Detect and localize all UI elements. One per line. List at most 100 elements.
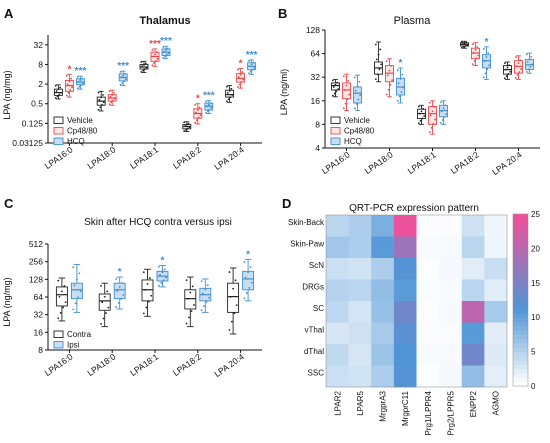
data-point <box>476 46 479 48</box>
heatmap-cell <box>393 290 417 296</box>
heatmap-cell <box>461 360 485 366</box>
data-point <box>234 279 237 282</box>
y-tick-label: 64 <box>34 292 44 302</box>
significance-marker: * <box>118 267 122 278</box>
heatmap-cell <box>393 301 417 307</box>
colorbar-step <box>513 235 528 241</box>
data-point <box>102 101 105 104</box>
colorbar-step <box>513 222 528 228</box>
data-point <box>77 80 80 83</box>
heatmap-cell <box>461 370 485 377</box>
heatmap-cell <box>348 376 372 382</box>
data-point <box>248 59 250 62</box>
legend-swatch <box>330 137 341 145</box>
heatmap-cell <box>371 279 395 286</box>
box-cp48-80 <box>107 89 117 106</box>
legend-swatch <box>53 330 64 338</box>
heatmap-cell <box>484 354 508 361</box>
data-point <box>503 77 506 80</box>
data-point <box>56 95 59 98</box>
data-point <box>210 107 213 109</box>
heatmap-cell <box>326 322 349 329</box>
heatmap-cell <box>484 360 508 366</box>
x-tick-label: LPA16:0 <box>43 144 75 171</box>
heatmap-cell <box>348 231 372 237</box>
heatmap-cell <box>461 247 485 253</box>
heatmap-cell <box>416 344 440 350</box>
heatmap-cell <box>484 338 508 345</box>
heatmap-cell <box>326 241 349 248</box>
colorbar-step <box>513 295 528 301</box>
chart-title-c: Skin after HCQ contra versus ipsi <box>84 217 232 228</box>
data-point <box>162 46 165 48</box>
colorbar-step <box>513 343 528 348</box>
heatmap-cell <box>393 284 417 291</box>
colorbar-step <box>513 360 528 365</box>
data-point <box>439 101 442 104</box>
heatmap-cell <box>439 333 463 339</box>
y-tick-label: 8 <box>38 59 43 69</box>
heatmap-cell <box>484 301 508 307</box>
data-point <box>530 55 533 58</box>
heatmap-cell <box>371 311 395 318</box>
data-point <box>331 79 334 82</box>
data-point <box>200 280 203 282</box>
box-vehicle <box>331 78 340 98</box>
heatmap-cell <box>484 306 508 313</box>
data-point <box>354 89 357 92</box>
row-label: Skin-Paw <box>290 240 324 249</box>
data-point <box>344 102 347 105</box>
data-point <box>430 127 433 129</box>
heatmap-cell <box>326 327 349 334</box>
heatmap-cell <box>393 349 417 356</box>
data-point <box>229 295 232 298</box>
box-vehicle <box>503 61 512 80</box>
heatmap-cell <box>416 274 440 280</box>
heatmap-cell <box>439 290 463 296</box>
data-point <box>228 328 231 331</box>
data-point <box>428 131 431 134</box>
data-point <box>241 71 244 74</box>
data-point <box>154 59 157 62</box>
heatmap-cell <box>393 306 417 313</box>
heatmap-cell <box>484 290 508 296</box>
data-point <box>67 91 70 94</box>
heatmap-cell <box>326 290 349 296</box>
data-point <box>183 121 186 124</box>
colorbar-step <box>513 347 528 352</box>
y-tick-label: 8 <box>315 119 320 129</box>
heatmap-cell <box>393 295 417 302</box>
box-hcq <box>353 74 362 112</box>
y-tick-label: 32 <box>34 40 44 50</box>
heatmap-cell <box>371 333 395 339</box>
heatmap-cell <box>461 284 485 291</box>
data-point <box>119 71 122 73</box>
data-point <box>155 51 158 54</box>
data-point <box>119 83 122 86</box>
heatmap-cell <box>348 236 372 243</box>
heatmap-cell <box>393 311 417 318</box>
legend-entry: Cp48/80 <box>344 127 375 136</box>
data-point <box>472 51 475 54</box>
heatmap-cell <box>348 252 372 259</box>
heatmap-cell <box>371 301 395 307</box>
data-point <box>514 77 517 79</box>
row-label: Skin-Back <box>288 218 325 227</box>
heatmap-cell <box>348 322 372 329</box>
data-point <box>517 62 520 65</box>
data-point <box>200 309 203 312</box>
heatmap-cell <box>461 344 485 350</box>
data-point <box>515 65 518 68</box>
colorbar-step <box>513 334 528 340</box>
data-point <box>422 108 425 110</box>
x-tick-label: LPA18:2 <box>171 144 203 171</box>
data-point <box>432 122 435 125</box>
data-point <box>162 57 165 59</box>
heatmap-cell <box>326 215 349 221</box>
heatmap-cell <box>416 360 440 366</box>
box-cp48-80 <box>64 73 74 98</box>
heatmap-cell <box>326 381 349 388</box>
data-point <box>396 69 399 72</box>
data-point <box>243 261 246 263</box>
data-point <box>64 301 67 304</box>
